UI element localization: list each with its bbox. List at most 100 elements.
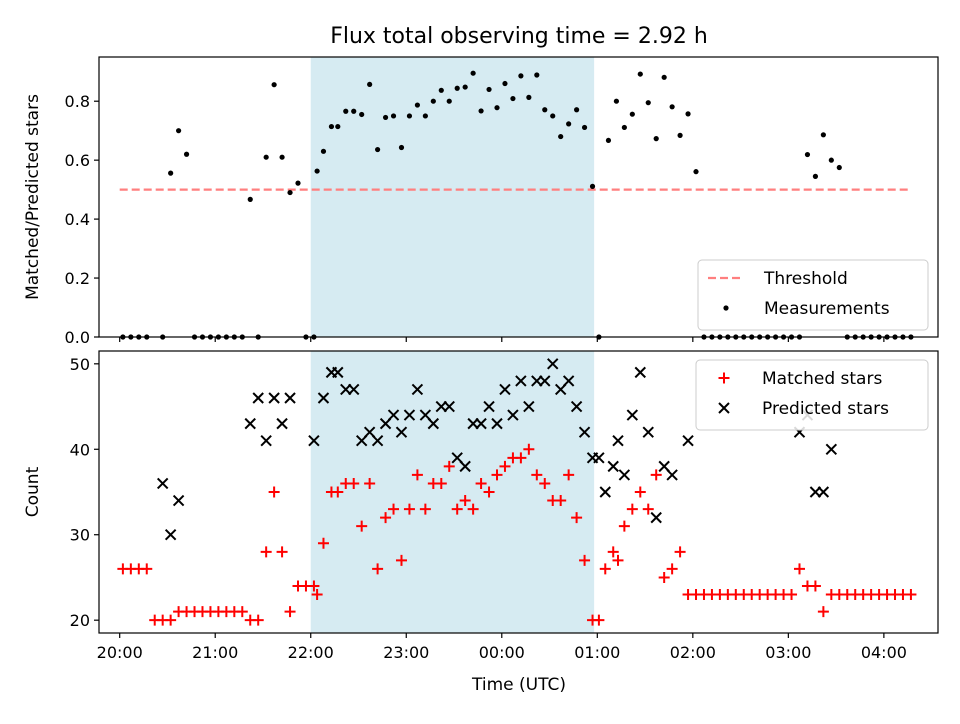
matched-stars-point	[284, 606, 296, 618]
predicted-stars-point	[317, 392, 330, 404]
measurement-point	[454, 85, 460, 91]
predicted-stars-point	[626, 409, 639, 421]
matched-stars-point	[252, 614, 264, 626]
measurement-point	[653, 136, 659, 142]
predicted-stars-point	[612, 435, 624, 447]
predicted-stars-point	[260, 435, 272, 447]
matched-stars-point	[483, 486, 495, 498]
predicted-stars-point	[547, 358, 559, 370]
measurement-point	[422, 113, 428, 119]
matched-stars-point	[658, 571, 670, 583]
x-tick-label: 22:00	[288, 643, 334, 662]
matched-stars-point	[531, 469, 543, 481]
measurement-point	[661, 74, 667, 80]
predicted-stars-point	[252, 392, 264, 404]
predicted-stars-point	[650, 511, 662, 524]
predicted-stars-point	[268, 392, 280, 404]
bottom-legend: Matched stars Predicted stars	[695, 359, 929, 431]
matched-stars-point	[539, 477, 551, 489]
matched-stars-point	[599, 563, 611, 575]
x-tick-label: 00:00	[479, 643, 525, 662]
bottom-axes-frame	[98, 350, 939, 634]
predicted-stars-point	[570, 400, 583, 413]
measurement-point	[390, 113, 397, 119]
x-tick-label: 21:00	[192, 643, 238, 662]
measurement-point	[669, 104, 675, 110]
measurement-point	[820, 132, 826, 138]
matched-stars-point	[268, 486, 280, 498]
legend-label: Matched stars	[762, 369, 882, 389]
matched-stars-point	[459, 495, 471, 507]
legend-box	[695, 359, 929, 431]
matched-stars-point	[311, 589, 323, 601]
x-tick-label: 03:00	[765, 643, 811, 662]
predicted-stars-point	[403, 409, 416, 421]
bottom-panel: 20 30 40 50 20:00 21:00 22:00 23:00 00:00 01:00 02…	[23, 350, 939, 662]
measurement-point	[335, 123, 341, 130]
predicted-stars-point	[523, 400, 535, 413]
predicted-stars-point	[682, 435, 694, 447]
legend-label: Threshold	[763, 269, 848, 289]
predicted-stars-point	[483, 400, 495, 413]
matched-stars-point	[467, 503, 479, 515]
matched-stars-point	[612, 554, 624, 566]
measurement-point	[677, 132, 683, 138]
measurement-point	[478, 108, 484, 114]
top-y-tick-label: 0.6	[65, 151, 90, 170]
matched-stars-point	[356, 520, 368, 532]
measurement-point	[382, 114, 389, 121]
measurement-point	[486, 86, 492, 93]
measurement-point	[367, 81, 373, 88]
predicted-stars-point	[817, 486, 830, 498]
measurement-point	[462, 84, 468, 90]
predicted-stars-point	[491, 417, 503, 430]
measurement-point	[581, 124, 588, 131]
measurement-point	[534, 72, 540, 78]
predicted-stars-point	[276, 417, 288, 430]
matched-stars-point	[411, 469, 423, 481]
predicted-stars-point	[499, 383, 511, 396]
matched-stars-point	[317, 537, 329, 549]
bottom-y-axis-label: Count	[23, 466, 43, 517]
matched-stars-point	[618, 520, 630, 532]
measurement-point	[430, 98, 436, 104]
legend-box	[697, 259, 929, 331]
measurement-point	[271, 82, 277, 88]
measurement-point	[836, 164, 842, 171]
matched-stars-point	[666, 563, 678, 575]
matched-stars-point	[395, 554, 407, 566]
legend-label: Measurements	[764, 299, 890, 319]
matched-stars-point	[499, 460, 511, 472]
x-tick-label: 02:00	[670, 643, 716, 662]
measurement-point	[558, 133, 564, 140]
matched-stars-point	[905, 589, 917, 601]
measurement-point	[566, 121, 572, 127]
measurement-point	[359, 111, 365, 118]
predicted-stars-point	[634, 366, 646, 379]
measurement-point	[183, 151, 190, 157]
predicted-stars-point	[332, 366, 344, 379]
measurement-point	[502, 80, 508, 87]
predicted-stars-point	[348, 383, 360, 396]
predicted-stars-point	[156, 477, 169, 490]
matched-stars-point	[563, 469, 575, 481]
matched-stars-point	[515, 452, 527, 464]
measurement-point	[518, 73, 524, 79]
measurement-point	[375, 146, 381, 153]
measurement-point	[470, 70, 476, 76]
legend-predicted-swatch	[718, 402, 730, 414]
measurement-point	[629, 111, 635, 117]
predicted-stars-point	[427, 417, 440, 430]
matched-stars-point	[555, 495, 567, 507]
top-panel: 0.0 0.2 0.4 0.6 0.8 Matched/Predicted stars Th…	[23, 56, 939, 347]
predicted-stars-point	[387, 409, 400, 421]
predicted-stars-point	[562, 375, 575, 387]
measurement-point	[621, 124, 627, 131]
measurement-point	[510, 95, 516, 102]
predicted-stars-point	[164, 529, 177, 541]
measurement-point	[494, 105, 500, 111]
matched-stars-point	[443, 460, 455, 472]
matched-stars-point	[579, 554, 591, 566]
matched-stars-point	[642, 503, 654, 515]
bottom-observing-span	[310, 351, 595, 633]
